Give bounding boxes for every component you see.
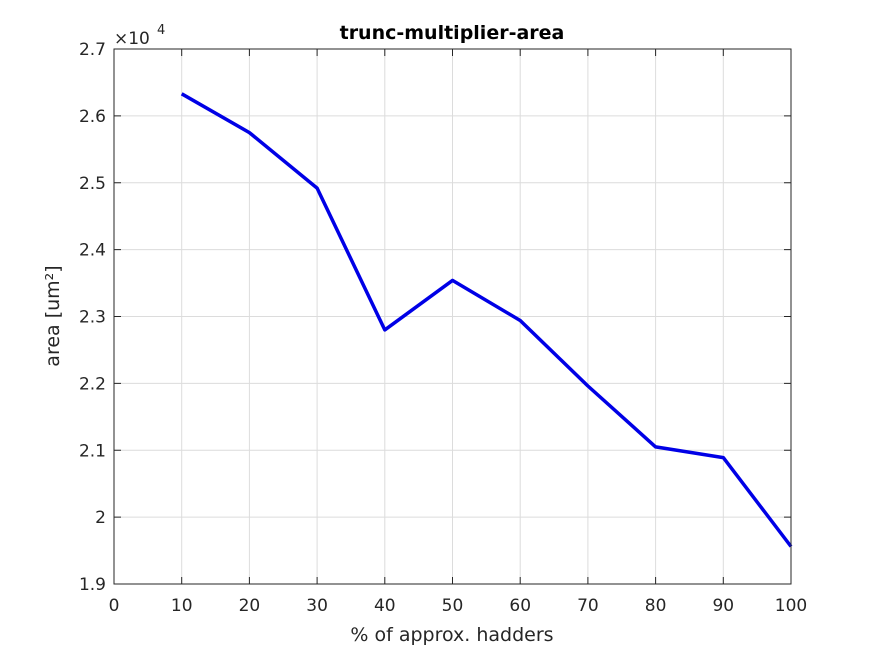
y-tick-label: 2.2 — [79, 374, 106, 394]
x-tick-label: 60 — [509, 596, 531, 616]
y-tick-label: 2 — [95, 508, 106, 528]
exponent-power: 4 — [157, 23, 165, 38]
x-tick-label: 40 — [374, 596, 396, 616]
series-layer — [180, 92, 793, 548]
x-tick-label: 10 — [171, 596, 193, 616]
y-axis-exponent-label: ×10 4 — [114, 23, 165, 49]
y-tick-labels: 1.9 2 2.1 2.2 2.3 2.4 2.5 2.6 2.7 — [79, 40, 106, 595]
x-tick-label: 100 — [775, 596, 807, 616]
x-tick-label: 80 — [645, 596, 667, 616]
x-tick-label: 70 — [577, 596, 599, 616]
x-axis-label: % of approx. hadders — [350, 624, 553, 646]
y-axis-label: area [um²] — [42, 265, 64, 366]
y-tick-label: 2.4 — [79, 241, 106, 261]
x-tick-label: 20 — [239, 596, 261, 616]
x-tick-label: 30 — [306, 596, 328, 616]
y-tick-label: 2.7 — [79, 40, 106, 60]
exponent-base: ×10 — [114, 29, 150, 49]
series-line — [180, 92, 793, 548]
y-tick-label: 2.5 — [79, 174, 106, 194]
y-tick-label: 1.9 — [79, 575, 106, 595]
y-tick-label: 2.6 — [79, 107, 106, 127]
tick-marks — [113, 48, 792, 585]
y-tick-label: 2.1 — [79, 441, 106, 461]
chart-title: trunc-multiplier-area — [340, 22, 565, 44]
x-tick-labels: 0 10 20 30 40 50 60 70 80 90 100 — [109, 596, 808, 616]
x-tick-label: 0 — [109, 596, 120, 616]
x-tick-label: 50 — [442, 596, 464, 616]
x-tick-label: 90 — [712, 596, 734, 616]
y-tick-label: 2.3 — [79, 308, 106, 328]
